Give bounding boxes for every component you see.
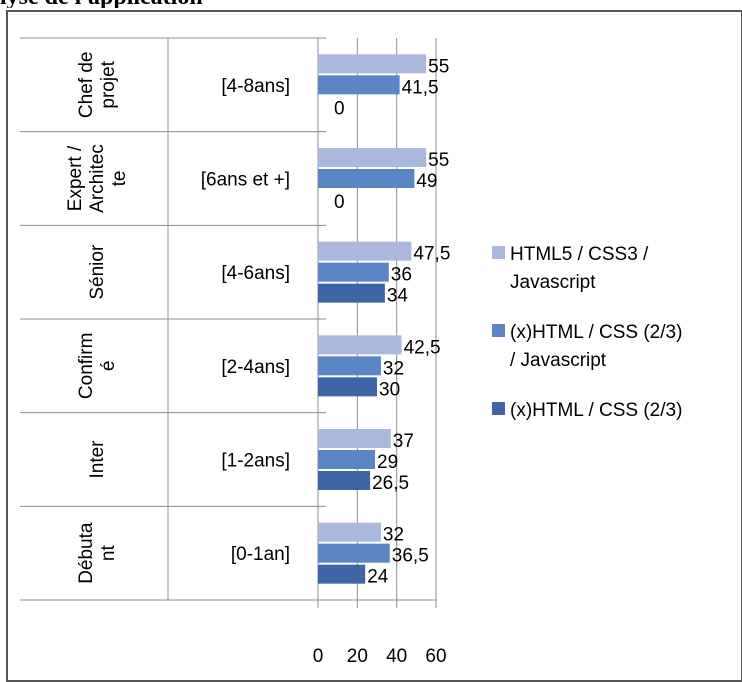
- outer-category-line: Architec: [87, 144, 108, 213]
- data-label: 49: [416, 171, 437, 192]
- outer-category-line: Inter: [87, 440, 108, 479]
- bar: [318, 75, 400, 95]
- legend-swatch: [492, 246, 505, 259]
- bar: [318, 335, 402, 355]
- bar: [318, 543, 390, 563]
- data-label: 41,5: [402, 77, 439, 98]
- outer-category-label: Sénior: [87, 244, 108, 300]
- data-label: 34: [387, 286, 409, 307]
- inner-category-label: [1-2ans]: [221, 451, 290, 472]
- legend-label: HTML5 / CSS3 /: [510, 244, 649, 265]
- bar: [318, 169, 415, 188]
- bar: [318, 262, 389, 282]
- bar: [318, 522, 381, 542]
- outer-category-label: Chef deprojet: [76, 52, 119, 119]
- legend-label: (x)HTML / CSS (2/3): [510, 400, 682, 421]
- outer-category-line: Sénior: [87, 244, 108, 300]
- data-labels: 55 55 47,5 42,5 37 32 41,5 49 36 32 29 36,5 0 0 34 30 26…: [334, 56, 450, 587]
- bar: [318, 241, 412, 261]
- x-ticks: 0 20 40 60: [313, 646, 447, 667]
- outer-category-line: projet: [98, 60, 119, 108]
- inner-category-label: [6ans et +]: [201, 170, 290, 191]
- data-label: 37: [393, 431, 414, 452]
- bar: [318, 564, 366, 584]
- inner-category-label: [0-1an]: [231, 544, 290, 565]
- data-label: 26,5: [372, 473, 409, 494]
- data-label: 32: [383, 358, 404, 379]
- outer-category-line: Débuta: [76, 522, 97, 584]
- x-tick-label: 40: [386, 646, 407, 667]
- bar: [318, 450, 376, 469]
- bar: [318, 377, 377, 397]
- x-tick-label: 0: [313, 646, 324, 667]
- bar: [318, 54, 427, 74]
- data-label: 55: [428, 150, 449, 171]
- bar: [318, 471, 371, 490]
- data-label: 47,5: [413, 244, 450, 265]
- x-tick-label: 60: [425, 646, 446, 667]
- bar: [318, 283, 385, 303]
- bar: [318, 148, 427, 167]
- bar: [318, 356, 381, 376]
- data-label: 36: [391, 265, 412, 286]
- axes: [20, 37, 437, 608]
- category-labels: Chef deprojet [4-8ans] Expert /Architecte […: [65, 52, 290, 584]
- data-label: 36,5: [392, 546, 429, 567]
- inner-category-label: [2-4ans]: [221, 357, 290, 378]
- bar: [318, 429, 391, 448]
- legend: HTML5 / CSS3 / Javascript (x)HTML / CSS (2…: [492, 244, 682, 421]
- outer-category-line: Chef de: [76, 52, 97, 119]
- legend-swatch: [492, 324, 505, 337]
- data-label: 24: [367, 567, 389, 588]
- outer-category-label: Débutant: [76, 522, 119, 584]
- legend-label: (x)HTML / CSS (2/3): [510, 322, 682, 343]
- outer-category-line: Confirm: [76, 333, 97, 400]
- legend-swatch: [492, 402, 505, 415]
- page-title: lyse de l'application: [0, 0, 742, 8]
- gridlines: [356, 38, 437, 600]
- data-label: 29: [377, 452, 398, 473]
- outer-category-label: Inter: [87, 440, 108, 479]
- outer-category-line: nt: [98, 545, 119, 562]
- data-label: 42,5: [404, 337, 441, 358]
- data-label: 55: [428, 56, 449, 77]
- outer-category-label: Expert /Architecte: [65, 144, 130, 213]
- outer-category-line: é: [98, 361, 119, 372]
- outer-category-label: Confirmé: [76, 333, 119, 400]
- inner-category-label: [4-8ans]: [221, 76, 290, 97]
- data-label: 32: [383, 525, 404, 546]
- outer-category-line: te: [109, 171, 130, 187]
- legend-label: / Javascript: [510, 350, 607, 371]
- inner-category-label: [4-6ans]: [221, 263, 290, 284]
- data-label: 30: [379, 379, 400, 400]
- x-tick-label: 20: [347, 646, 368, 667]
- legend-label: Javascript: [510, 272, 596, 293]
- data-label: 0: [334, 192, 345, 213]
- outer-category-line: Expert /: [65, 145, 86, 211]
- data-label: 0: [334, 98, 345, 119]
- bars: [318, 54, 427, 584]
